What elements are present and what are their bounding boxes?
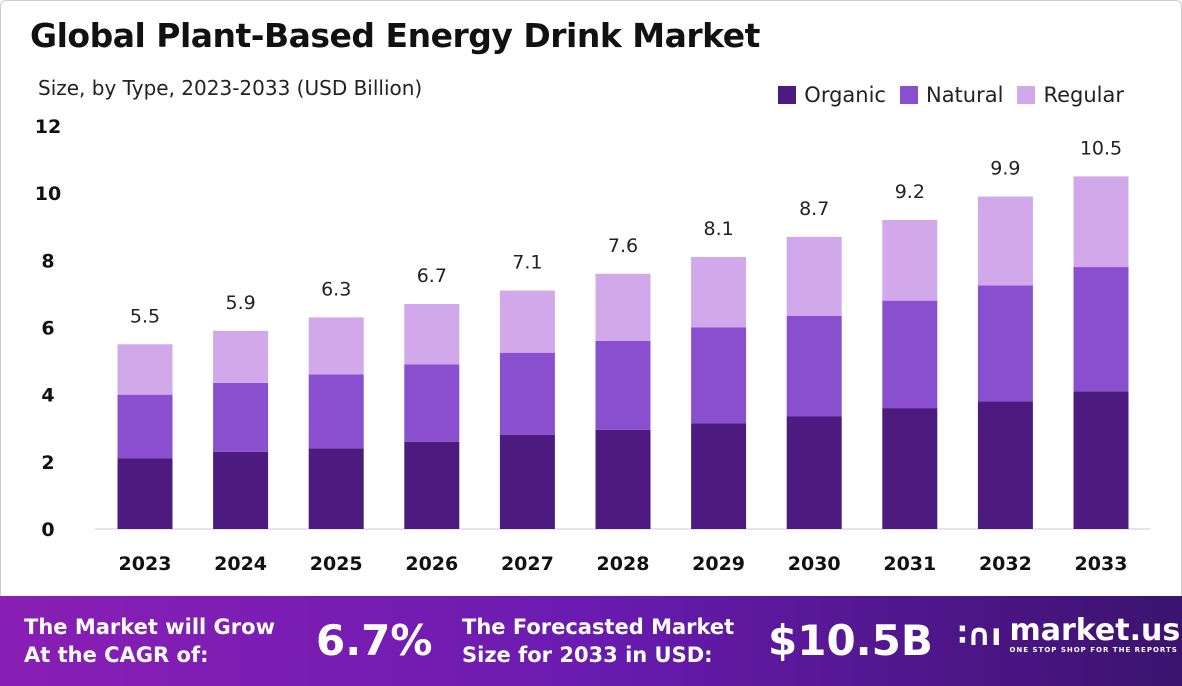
bar-segment-organic-2025 bbox=[308, 448, 364, 529]
bar-segment-regular-2024 bbox=[213, 330, 269, 383]
forecast-label-line-1: The Forecasted Market bbox=[462, 615, 735, 639]
x-tick-label: 2032 bbox=[979, 553, 1032, 575]
bar-segment-regular-2031 bbox=[882, 220, 938, 301]
bar-segment-natural-2027 bbox=[499, 352, 555, 435]
data-label-total: 7.1 bbox=[512, 252, 542, 274]
bar-segment-natural-2029 bbox=[691, 327, 747, 424]
forecast-label: The Forecasted Market Size for 2033 in U… bbox=[462, 613, 734, 669]
data-label-total: 9.9 bbox=[990, 158, 1020, 180]
bar-segment-organic-2031 bbox=[882, 408, 938, 529]
logo-tagline: ONE STOP SHOP FOR THE REPORTS bbox=[1009, 646, 1178, 654]
bar-segment-natural-2032 bbox=[977, 285, 1033, 402]
bar-segment-regular-2023 bbox=[117, 344, 173, 395]
bar-segment-regular-2027 bbox=[499, 290, 555, 353]
data-label-total: 7.6 bbox=[608, 235, 638, 257]
y-tick-label: 0 bbox=[41, 519, 54, 541]
legend-item-organic: Organic bbox=[778, 83, 886, 107]
bar-segment-organic-2028 bbox=[595, 429, 651, 529]
x-tick-label: 2033 bbox=[1075, 553, 1128, 575]
chart-title: Global Plant-Based Energy Drink Market bbox=[30, 16, 760, 55]
legend-swatch-organic bbox=[778, 86, 797, 104]
bar-segment-regular-2029 bbox=[691, 256, 747, 328]
forecast-value: $10.5B bbox=[768, 616, 933, 665]
bar-segment-regular-2030 bbox=[786, 236, 842, 316]
y-tick-label: 6 bbox=[41, 318, 54, 340]
x-tick-label: 2028 bbox=[597, 553, 650, 575]
bar-segment-natural-2026 bbox=[404, 364, 460, 442]
bar-segment-organic-2027 bbox=[499, 434, 555, 529]
bar-segment-organic-2030 bbox=[786, 416, 842, 529]
bar-segment-organic-2033 bbox=[1073, 391, 1129, 529]
logo-name: market.us bbox=[1009, 613, 1181, 648]
cagr-label-line-2: At the CAGR of: bbox=[24, 643, 209, 667]
summary-banner: The Market will Grow At the CAGR of: 6.7… bbox=[0, 596, 1182, 686]
data-label-total: 9.2 bbox=[895, 181, 925, 203]
bar-segment-regular-2025 bbox=[308, 317, 364, 375]
x-tick-label: 2031 bbox=[883, 553, 936, 575]
data-label-total: 6.7 bbox=[417, 265, 447, 287]
bar-segment-natural-2023 bbox=[117, 394, 173, 459]
x-tick-label: 2023 bbox=[119, 553, 172, 575]
y-tick-label: 2 bbox=[41, 452, 54, 474]
cagr-label-line-1: The Market will Grow bbox=[24, 615, 275, 639]
x-tick-label: 2030 bbox=[788, 553, 841, 575]
logo-mark-icon: ∶∩ı bbox=[958, 617, 1002, 653]
bar-segment-natural-2028 bbox=[595, 340, 651, 430]
data-label-total: 6.3 bbox=[321, 278, 351, 300]
bar-segment-organic-2023 bbox=[117, 458, 173, 529]
stacked-bar-chart: 0 2 4 6 8 10 12 5.5 2023 5.9 2024 6.3 2025 6.7 2026 7.1… bbox=[35, 116, 1150, 575]
cagr-value: 6.7% bbox=[316, 616, 433, 665]
y-tick-label: 12 bbox=[35, 116, 61, 138]
x-tick-label: 2026 bbox=[405, 553, 458, 575]
legend-swatch-natural bbox=[899, 86, 918, 104]
legend-item-natural: Natural bbox=[899, 83, 1004, 107]
y-tick-label: 8 bbox=[41, 250, 54, 272]
forecast-label-line-2: Size for 2033 in USD: bbox=[462, 643, 713, 667]
market-us-logo: ∶∩ı market.us ONE STOP SHOP FOR THE REPO… bbox=[958, 613, 1181, 655]
legend: Organic Natural Regular bbox=[778, 83, 1124, 107]
bar-segment-natural-2024 bbox=[213, 382, 269, 452]
x-tick-label: 2027 bbox=[501, 553, 554, 575]
bar-segment-organic-2032 bbox=[977, 401, 1033, 529]
bar-segment-regular-2028 bbox=[595, 273, 651, 341]
data-label-total: 5.5 bbox=[130, 305, 160, 327]
bar-segment-regular-2026 bbox=[404, 303, 460, 365]
data-label-total: 8.1 bbox=[703, 218, 733, 240]
legend-label-organic: Organic bbox=[804, 83, 886, 107]
bar-segment-regular-2033 bbox=[1073, 176, 1129, 268]
legend-swatch-regular bbox=[1017, 86, 1036, 104]
data-label-total: 5.9 bbox=[225, 292, 255, 314]
legend-label-regular: Regular bbox=[1043, 83, 1124, 107]
y-tick-label: 10 bbox=[35, 183, 61, 205]
bar-segment-organic-2029 bbox=[691, 423, 747, 529]
x-tick-label: 2024 bbox=[214, 553, 267, 575]
bar-segment-natural-2030 bbox=[786, 315, 842, 417]
bar-segment-organic-2026 bbox=[404, 441, 460, 529]
x-tick-label: 2029 bbox=[692, 553, 745, 575]
legend-label-natural: Natural bbox=[925, 83, 1004, 107]
bar-segment-natural-2031 bbox=[882, 300, 938, 409]
data-label-total: 8.7 bbox=[799, 198, 829, 220]
chart-subtitle: Size, by Type, 2023-2033 (USD Billion) bbox=[38, 76, 423, 100]
y-tick-label: 4 bbox=[41, 385, 54, 407]
cagr-label: The Market will Grow At the CAGR of: bbox=[24, 613, 275, 669]
legend-item-regular: Regular bbox=[1017, 83, 1124, 107]
x-tick-label: 2025 bbox=[310, 553, 363, 575]
data-label-total: 10.5 bbox=[1080, 137, 1122, 159]
bar-segment-organic-2024 bbox=[213, 451, 269, 529]
bar-segment-regular-2032 bbox=[977, 196, 1033, 286]
bar-segment-natural-2033 bbox=[1073, 267, 1129, 392]
bar-segment-natural-2025 bbox=[308, 374, 364, 449]
